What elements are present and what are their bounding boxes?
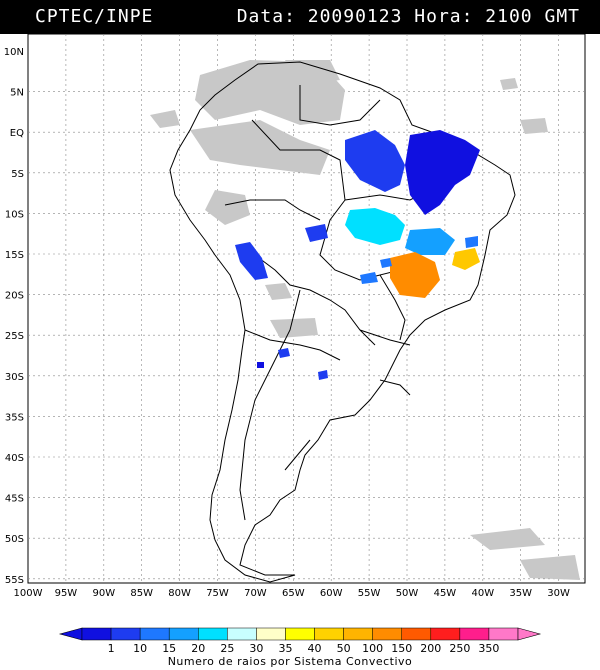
colorbar-swatch (343, 627, 373, 641)
colorbar-tick-label: 20 (191, 642, 205, 655)
lat-label: 50S (5, 534, 24, 545)
colorbar-swatch (430, 627, 461, 641)
colorbar-tick-label: 15 (162, 642, 176, 655)
lat-label: 25S (5, 331, 24, 342)
colorbar-swatch (488, 627, 519, 641)
colorbar-swatch (81, 627, 112, 641)
colorbar-swatch (227, 627, 257, 641)
lat-label: 55S (5, 575, 24, 586)
lon-label: 100W (14, 588, 43, 599)
lat-label: 35S (5, 412, 24, 423)
lon-label: 40W (471, 588, 494, 599)
lat-label: 15S (5, 250, 24, 261)
colorbar-tick-label: 150 (391, 642, 412, 655)
lon-label: 90W (92, 588, 115, 599)
lon-label: 70W (244, 588, 267, 599)
colorbar-tick-label: 50 (337, 642, 351, 655)
lat-label: 5S (11, 169, 24, 180)
colorbar-tick-label: 10 (133, 642, 147, 655)
colorbar-swatch (256, 627, 286, 641)
colorbar: 1 10 15 20 25 30 35 40 50 100 150 200 250 350 (58, 627, 542, 655)
lon-label: 75W (206, 588, 229, 599)
lon-label: 55W (358, 588, 381, 599)
colorbar-arrow-left (58, 627, 83, 641)
colorbar-swatch (168, 627, 199, 641)
colorbar-tick-label: 35 (278, 642, 292, 655)
colorbar-swatch (372, 627, 402, 641)
lightning-map: 10N 5N EQ 5S 10S 15S 20S 25S 30S 35S 40S 45S 50S 55S 1… (4, 34, 586, 668)
colorbar-swatch (314, 627, 344, 641)
colorbar-swatch (285, 627, 315, 641)
datetime-label: Data: 20090123 Hora: 2100 GMT (236, 6, 580, 27)
lon-label: 80W (168, 588, 191, 599)
lat-label: EQ (10, 128, 24, 139)
lon-label: 85W (130, 588, 153, 599)
colorbar-tick-label: 25 (220, 642, 234, 655)
lat-label: 30S (5, 372, 24, 383)
title-bar: CPTEC/INPE Data: 20090123 Hora: 2100 GMT (0, 0, 600, 34)
lat-label: 5N (10, 88, 24, 99)
colorbar-tick-label: 200 (420, 642, 441, 655)
colorbar-tick-label: 250 (449, 642, 470, 655)
colorbar-swatch (459, 627, 490, 641)
colorbar-swatch (198, 627, 228, 641)
lat-label: 10N (4, 47, 24, 58)
colorbar-tick-label: 350 (478, 642, 499, 655)
colorbar-tick-label: 100 (362, 642, 383, 655)
lat-label: 40S (5, 453, 24, 464)
colorbar-title: Numero de raios por Sistema Convectivo (168, 655, 413, 668)
lat-label: 45S (5, 494, 24, 505)
lat-label: 20S (5, 291, 24, 302)
colorbar-tick-label: 30 (249, 642, 263, 655)
colorbar-arrow-right (517, 627, 542, 641)
cloud-cover (150, 60, 580, 580)
colorbar-swatch (110, 627, 141, 641)
lon-label: 45W (434, 588, 457, 599)
colorbar-swatch (401, 627, 432, 641)
lat-label: 10S (5, 209, 24, 220)
lon-label: 50W (396, 588, 419, 599)
lon-label: 65W (282, 588, 305, 599)
lon-label: 30W (547, 588, 570, 599)
coastline (169, 61, 516, 583)
source-label: CPTEC/INPE (35, 6, 154, 27)
lon-label: 35W (509, 588, 532, 599)
colorbar-tick-label: 40 (308, 642, 322, 655)
lon-label: 60W (320, 588, 343, 599)
map-frame (27, 34, 586, 584)
colorbar-tick-label: 1 (108, 642, 115, 655)
colorbar-swatch (139, 627, 170, 641)
lon-label: 95W (55, 588, 78, 599)
lightning-cells (235, 130, 480, 380)
